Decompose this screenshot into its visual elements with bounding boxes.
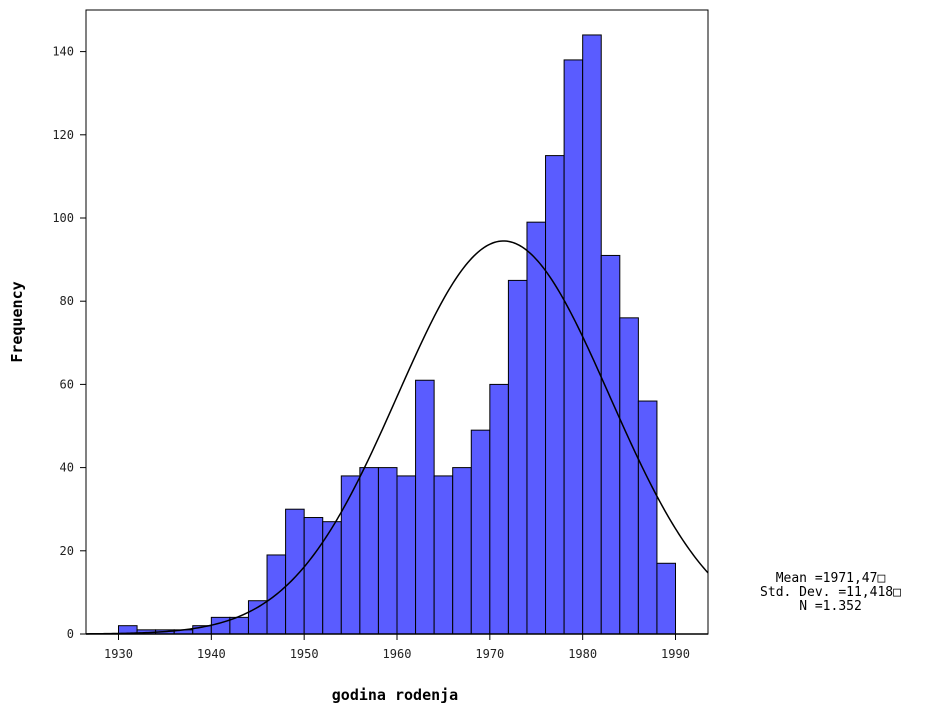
- y-tick-label: 20: [60, 544, 74, 558]
- y-tick-label: 120: [52, 128, 74, 142]
- x-axis-title: godina rodenja: [332, 686, 458, 704]
- histogram-bar: [211, 617, 230, 634]
- x-tick-label: 1970: [475, 647, 504, 661]
- histogram-bar: [508, 280, 527, 634]
- histogram-bar: [434, 476, 453, 634]
- histogram-bar: [230, 617, 249, 634]
- x-tick-label: 1980: [568, 647, 597, 661]
- histogram-bar: [620, 318, 639, 634]
- y-tick-label: 60: [60, 377, 74, 391]
- x-tick-label: 1960: [383, 647, 412, 661]
- stats-box: Mean =1971,47□ Std. Dev. =11,418□ N =1.3…: [728, 572, 933, 614]
- y-tick-label: 80: [60, 294, 74, 308]
- histogram-bar: [304, 518, 323, 634]
- y-tick-label: 0: [67, 627, 74, 641]
- x-tick-label: 1940: [197, 647, 226, 661]
- histogram-bar: [341, 476, 360, 634]
- histogram-bar: [471, 430, 490, 634]
- y-tick-label: 40: [60, 461, 74, 475]
- y-tick-label: 140: [52, 45, 74, 59]
- x-tick-label: 1930: [104, 647, 133, 661]
- n-label: N =1.352: [728, 600, 933, 614]
- histogram-bar: [564, 60, 583, 634]
- x-axis: 1930 1940 1950 1960 1970 1980 1990: [86, 634, 708, 661]
- histogram-bar: [286, 509, 305, 634]
- histogram-bar: [527, 222, 546, 634]
- x-tick-label: 1950: [290, 647, 319, 661]
- histogram-bar: [601, 255, 620, 634]
- y-axis: 0 20 40 60 80 100 120 140: [52, 45, 86, 641]
- histogram-bar: [397, 476, 416, 634]
- histogram-bar: [416, 380, 435, 634]
- histogram-bar: [490, 384, 509, 634]
- histogram-bar: [453, 468, 472, 634]
- histogram-bar: [378, 468, 397, 634]
- y-axis-title: Frequency: [8, 281, 26, 362]
- std-dev-label: Std. Dev. =11,418□: [728, 586, 933, 600]
- x-tick-label: 1990: [661, 647, 690, 661]
- mean-label: Mean =1971,47□: [728, 572, 933, 586]
- histogram-bar: [248, 601, 267, 634]
- histogram-bar: [360, 468, 379, 634]
- histogram-bar: [657, 563, 676, 634]
- bars-group: [118, 35, 675, 634]
- histogram-bar: [583, 35, 602, 634]
- histogram-bar: [546, 156, 565, 634]
- y-tick-label: 100: [52, 211, 74, 225]
- histogram-bar: [638, 401, 657, 634]
